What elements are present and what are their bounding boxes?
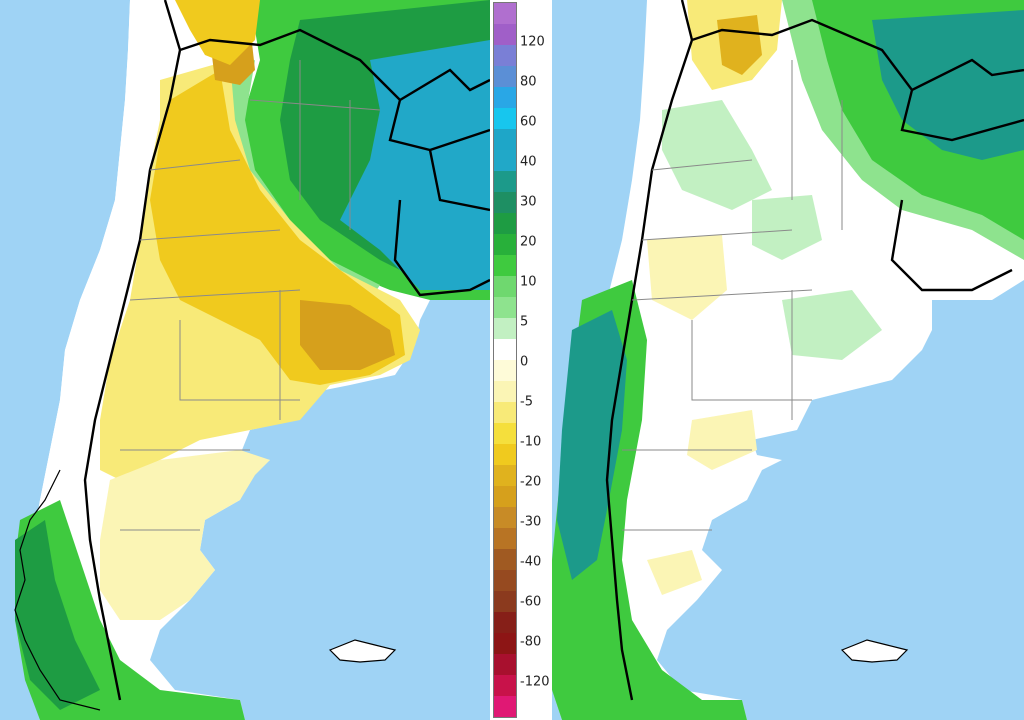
legend-swatch [494,570,516,591]
legend-swatch [494,633,516,654]
precip-teal-chile [557,310,627,580]
legend-swatch [494,318,516,339]
legend-label: 20 [520,234,537,250]
province-borders [120,60,381,531]
legend-swatch [494,87,516,108]
legend-swatch [494,129,516,150]
legend-swatch [494,696,516,717]
country-border [605,0,1024,701]
chile-strip [30,0,165,600]
legend-swatch [494,150,516,171]
legend-label: 120 [520,34,545,50]
precip-cyan-ne [340,40,490,290]
legend-swatch [494,360,516,381]
legend-swatch [494,612,516,633]
legend-label: 10 [520,274,537,290]
legend-label: -80 [520,634,542,650]
map-left [0,0,490,720]
precip-lightgreen-patch-3 [752,195,822,260]
legend-label: 5 [520,314,529,330]
legend-swatch [494,507,516,528]
legend-swatch [494,192,516,213]
legend-label: -120 [520,674,550,690]
legend-swatch [494,528,516,549]
precip-orange-center [300,300,395,370]
legend-swatch [494,402,516,423]
legend-swatch [494,276,516,297]
legend-swatch [494,444,516,465]
precip-teal-ne [872,10,1024,160]
legend-swatch [494,591,516,612]
map-right [552,0,1024,720]
legend-color-bar [493,2,517,718]
legend-swatch [494,486,516,507]
legend-swatch [494,297,516,318]
legend-swatch [494,234,516,255]
legend-label: 30 [520,194,537,210]
legend: 120 80 60 40 30 20 10 5 0 -5 -10 -20 -30 -40 -60 -80 -12… [490,0,552,720]
legend-swatch [494,3,516,24]
legend-swatch [494,255,516,276]
map-right-svg [552,0,1024,720]
precip-paleyellow-patch-3 [647,550,702,595]
legend-label: 0 [520,354,529,370]
precip-paleyellow-patch-1 [647,235,727,320]
precip-lightgreen-patch-2 [782,290,882,360]
legend-swatch [494,108,516,129]
legend-swatch [494,171,516,192]
legend-label: -30 [520,514,542,530]
legend-label: 60 [520,114,537,130]
country-border [83,0,490,701]
legend-label: -20 [520,474,542,490]
falkland-islands [840,639,909,663]
legend-swatch [494,675,516,696]
legend-swatch [494,45,516,66]
province-borders [622,60,843,531]
falkland-islands [328,639,397,663]
legend-swatch [494,66,516,87]
legend-swatch [494,24,516,45]
legend-label: 40 [520,154,537,170]
precip-yellow-top [175,0,260,65]
legend-swatch [494,339,516,360]
legend-swatch [494,654,516,675]
legend-label: -5 [520,394,533,410]
legend-swatch [494,381,516,402]
precip-lightgreen-patch-1 [662,100,772,210]
precip-paleyellow-patch-2 [687,410,757,470]
legend-swatch [494,549,516,570]
legend-swatch [494,213,516,234]
legend-label: -60 [520,594,542,610]
legend-swatch [494,465,516,486]
legend-label: 80 [520,74,537,90]
legend-label: -10 [520,434,542,450]
legend-swatch [494,423,516,444]
chile-coast-islands [14,469,101,711]
map-left-svg [0,0,490,720]
precip-paleyellow-south [100,450,270,620]
legend-label: -40 [520,554,542,570]
